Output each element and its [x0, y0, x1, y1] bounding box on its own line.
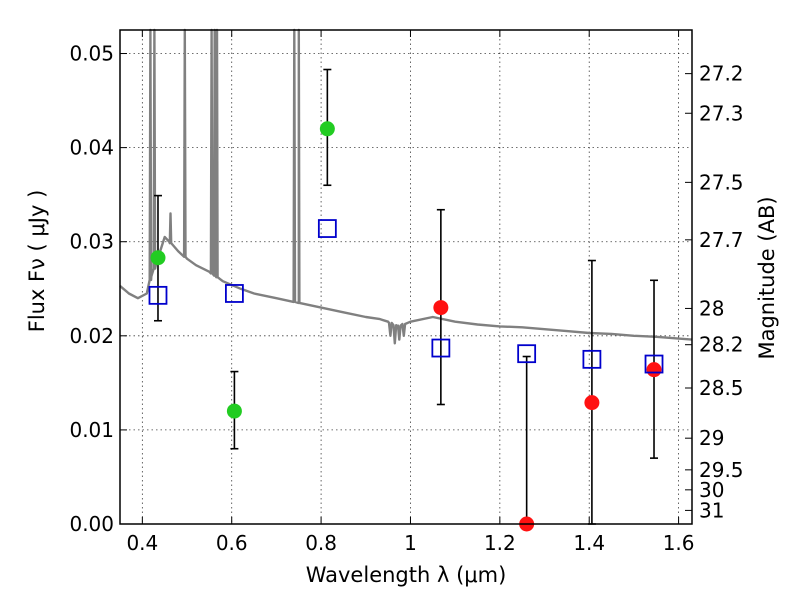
y-tick-label: 0.00	[69, 512, 114, 536]
model-point	[644, 354, 664, 374]
y2-tick-label: 29	[699, 426, 724, 450]
grid-lines	[120, 30, 692, 525]
y2-tick-label: 27.7	[699, 228, 744, 252]
x-tick-label: 0.6	[216, 531, 248, 555]
model-point	[317, 219, 337, 238]
model-point	[224, 284, 244, 303]
x-tick-label: 0.8	[305, 531, 337, 555]
model-point	[582, 349, 602, 369]
y2-tick-label: 27.5	[699, 170, 744, 194]
y-tick-label: 0.03	[69, 230, 114, 254]
x-ticks: 0.4 0.6 0.8 1 1.2 1.4 1.6	[126, 30, 695, 555]
y2-tick-label: 29.5	[699, 458, 744, 482]
x-tick-label: 1.2	[484, 531, 516, 555]
x-tick-label: 0.4	[126, 531, 158, 555]
y2-tick-label: 28.5	[699, 376, 744, 400]
model-point	[148, 285, 168, 305]
data-point	[150, 250, 166, 266]
data-point	[433, 300, 449, 316]
spectrum-line	[119, 28, 693, 345]
y2-tick-label: 28.2	[699, 333, 744, 357]
x-tick-label: 1.4	[573, 531, 605, 555]
y2-axis-label: Magnitude (AB)	[755, 196, 779, 359]
data-point	[226, 403, 242, 419]
model-point	[431, 338, 451, 358]
y-axis-label: Flux Fν ( μJy )	[25, 190, 49, 333]
y2-tick-label: 27.2	[699, 62, 744, 86]
y2-tick-label: 28	[699, 296, 724, 320]
data-point	[319, 121, 335, 137]
x-tick-label: 1	[404, 531, 417, 555]
y-tick-label: 0.04	[69, 136, 114, 160]
y-tick-label: 0.02	[69, 324, 114, 348]
y-ticks: 0.00 0.01 0.02 0.03 0.04 0.05	[69, 42, 127, 536]
y-tick-label: 0.01	[69, 418, 114, 442]
y-tick-label: 0.05	[69, 42, 114, 66]
y2-tick-label: 27.3	[699, 101, 744, 125]
model-spectrum	[119, 28, 693, 345]
plot-frame	[119, 29, 693, 525]
x-axis-label: Wavelength λ (μm)	[306, 563, 507, 587]
y2-tick-label: 31	[699, 498, 724, 522]
data-point	[646, 362, 662, 378]
error-bars	[153, 68, 659, 525]
y2-tick-label: 30	[699, 478, 724, 502]
data-points	[148, 121, 664, 532]
data-point	[584, 395, 600, 411]
x-tick-label: 1.6	[663, 531, 695, 555]
model-point	[517, 344, 537, 364]
